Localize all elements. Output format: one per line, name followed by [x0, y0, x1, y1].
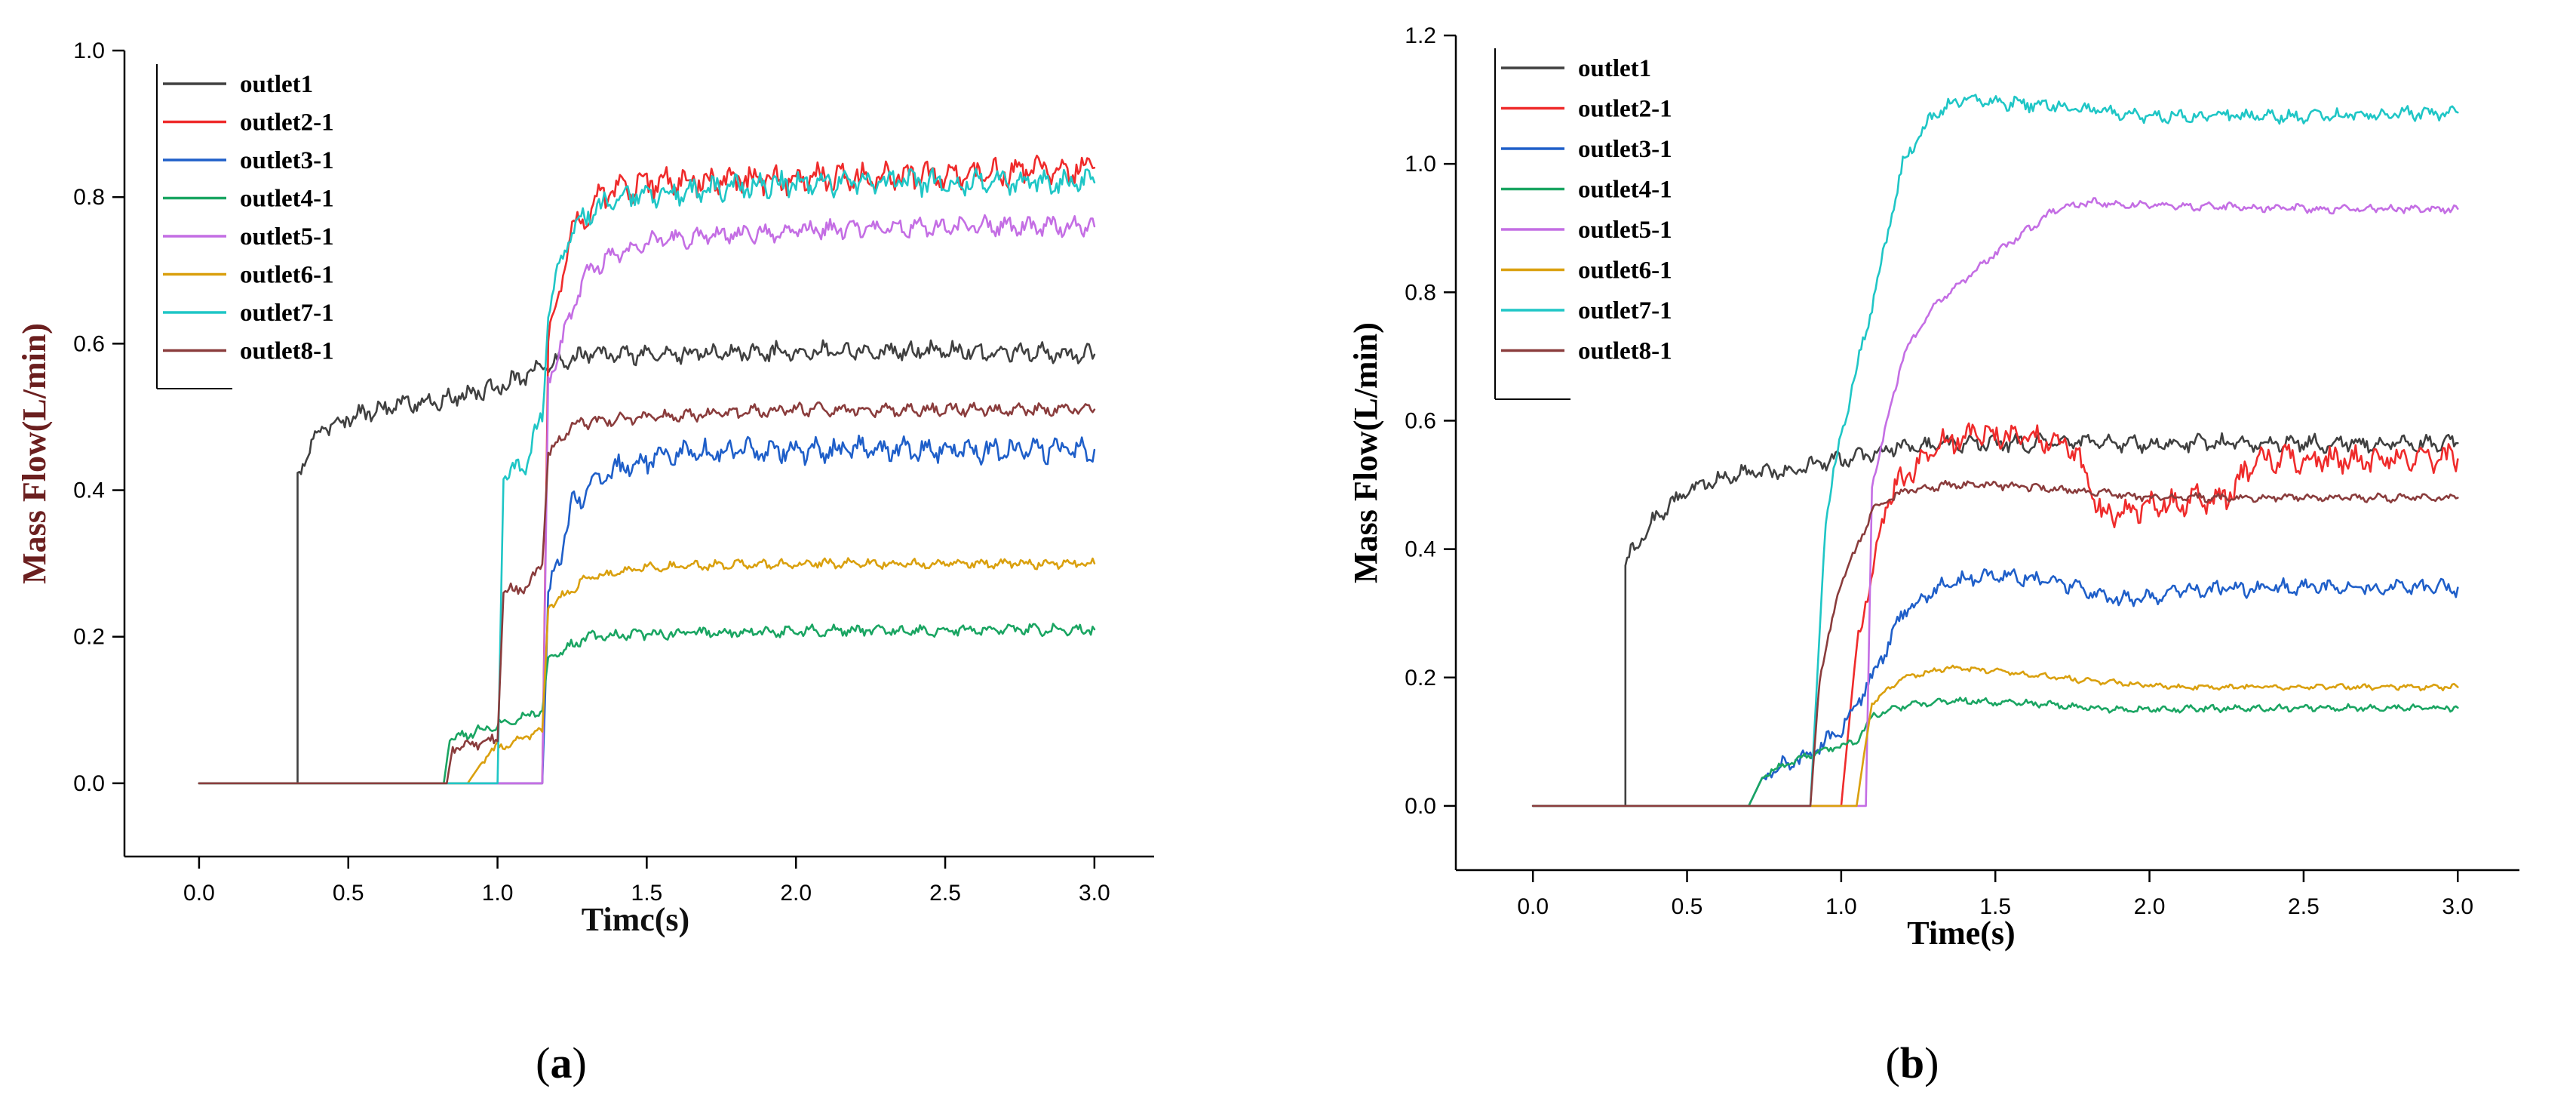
series-line-outlet8-1: [198, 401, 1096, 785]
x-tick-label: 2.5: [929, 881, 961, 906]
x-tick-label: 0.0: [1517, 894, 1549, 919]
legend-label: outlet2-1: [240, 109, 334, 137]
x-tick-label: 2.0: [780, 881, 812, 906]
x-tick-label: 2.5: [2288, 894, 2320, 919]
x-tick-label: 1.5: [1979, 894, 2011, 919]
x-tick-label: 0.0: [183, 881, 215, 906]
legend-box: [1495, 48, 1744, 399]
legend: outlet1 outlet2-1 outlet3-1 outlet4-1 outlet…: [156, 64, 444, 389]
legend-label: outlet3-1: [240, 147, 334, 174]
x-tick-label: 2.0: [2134, 894, 2166, 919]
panel-label-a-letter: a: [551, 1038, 573, 1087]
panel-label-b-open: (: [1886, 1038, 1900, 1087]
y-tick-label: 0.6: [73, 331, 105, 356]
x-tick-label: 1.0: [482, 881, 514, 906]
y-tick-label: 0.4: [1405, 537, 1436, 562]
y-tick-label: 0.0: [1405, 794, 1436, 819]
series-group: [1531, 94, 2459, 807]
legend-label: outlet8-1: [1578, 338, 1672, 365]
x-tick-label: 0.5: [333, 881, 364, 906]
y-tick-label: 0.2: [1405, 666, 1436, 691]
legend-label: outlet7-1: [1578, 297, 1672, 325]
legend-label: outlet8-1: [240, 338, 334, 365]
x-axis-title: Time(s): [1907, 915, 2015, 952]
legend-label: outlet4-1: [240, 186, 334, 213]
panel-label-b: (b): [1886, 1038, 1939, 1087]
y-tick-label: 1.0: [1405, 152, 1436, 177]
legend-label: outlet6-1: [1578, 257, 1672, 285]
x-tick-label: 3.0: [2442, 894, 2473, 919]
y-tick-label: 1.0: [73, 38, 105, 63]
y-tick-label: 0.8: [73, 185, 105, 210]
y-tick-label: 0.2: [73, 625, 105, 650]
legend-label: outlet6-1: [240, 262, 334, 289]
legend-label: outlet5-1: [1578, 217, 1672, 244]
series-group: [198, 154, 1096, 785]
y-tick-label: 0.8: [1405, 280, 1436, 305]
legend-label: outlet2-1: [1578, 96, 1672, 123]
panel-label-a-open: (: [536, 1038, 550, 1087]
legend-label: outlet7-1: [240, 300, 334, 327]
y-axis-title: Mass Flow(L/min): [1347, 322, 1384, 583]
x-tick-label: 1.5: [631, 881, 663, 906]
y-axis-title: Mass Flow(L/min): [16, 323, 53, 584]
panel-label-b-close: ): [1924, 1038, 1939, 1087]
panel-label-a-close: ): [573, 1038, 587, 1087]
legend-box: [157, 64, 444, 389]
y-tick-label: 0.0: [73, 771, 105, 796]
chart-panel-a: 0.0 0.5 1.0 1.5 2.0 2.5 3.0 0.0 0.2 0.4 0.6 0.8 1.0 T…: [16, 38, 1154, 938]
chart-panel-b: 0.0 0.5 1.0 1.5 2.0 2.5 3.0 0.0 0.2 0.4 0.6 0.8 1.0 1…: [1347, 23, 2519, 952]
x-tick-label: 1.0: [1825, 894, 1857, 919]
legend-label: outlet5-1: [240, 223, 334, 251]
panel-label-a: (a): [536, 1038, 587, 1087]
legend: outlet1 outlet2-1 outlet3-1 outlet4-1 outlet…: [1494, 48, 1744, 400]
legend-label: outlet3-1: [1578, 136, 1672, 163]
x-tick-label: 0.5: [1672, 894, 1703, 919]
series-line-outlet1: [198, 339, 1096, 785]
legend-label: outlet1: [1578, 55, 1651, 82]
series-line-outlet8-1: [1531, 479, 2459, 807]
x-axis-title: Timc(s): [582, 901, 689, 938]
y-tick-label: 0.6: [1405, 408, 1436, 433]
legend-label: outlet4-1: [1578, 177, 1672, 204]
panel-label-b-letter: b: [1900, 1038, 1924, 1087]
legend-label: outlet1: [240, 71, 313, 98]
series-line-outlet1: [1531, 432, 2459, 807]
y-tick-label: 0.4: [73, 478, 105, 503]
x-tick-label: 3.0: [1079, 881, 1110, 906]
y-tick-label: 1.2: [1405, 23, 1436, 48]
